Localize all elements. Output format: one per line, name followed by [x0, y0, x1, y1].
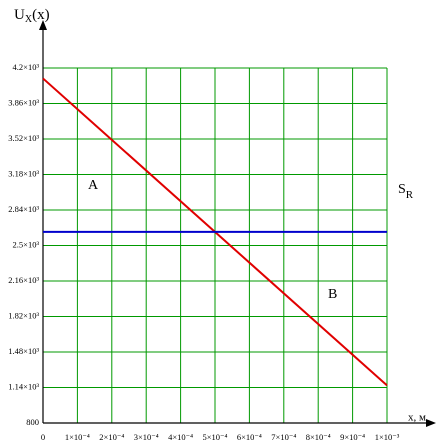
annotation: SR [398, 182, 414, 200]
y-tick-label: 3.86×10³ [8, 97, 39, 107]
y-tick-label: 1.14×10³ [8, 381, 39, 391]
x-axis-arrow [426, 419, 436, 427]
x-tick-label: 2×10⁻⁴ [99, 432, 124, 442]
x-tick-label: 7×10⁻⁴ [271, 432, 296, 442]
y-tick-label: 1.82×10³ [8, 310, 39, 320]
y-tick-label: 800 [26, 417, 39, 427]
annotation: A [88, 178, 99, 193]
x-tick-label: 6×10⁻⁴ [237, 432, 262, 442]
y-tick-label: 1.48×10³ [8, 346, 39, 356]
annotation: B [328, 287, 337, 302]
x-tick-label: 1×10⁻³ [375, 432, 400, 442]
x-tick-label: 3×10⁻⁴ [134, 432, 159, 442]
y-tick-label: 4.2×10³ [13, 62, 40, 72]
x-axis-label: x, м [408, 412, 426, 424]
x-tick-label: 5×10⁻⁴ [203, 432, 228, 442]
y-tick-label: 2.84×10³ [8, 204, 39, 214]
x-tick-label: 1×10⁻⁴ [65, 432, 90, 442]
y-axis-label: UX(x) [14, 7, 50, 25]
x-tick-label: 4×10⁻⁴ [168, 432, 193, 442]
annotation-main: S [398, 182, 406, 197]
y-tick-label: 2.5×10³ [13, 239, 40, 249]
y-axis-arrow [39, 20, 47, 30]
y-tick-label: 3.18×10³ [8, 168, 39, 178]
annotation-sub: R [406, 189, 414, 201]
y-tick-label: 3.52×10³ [8, 133, 39, 143]
y-tick-label: 2.16×10³ [8, 275, 39, 285]
x-tick-label: 8×10⁻⁴ [306, 432, 331, 442]
x-tick-label: 9×10⁻⁴ [340, 432, 365, 442]
x-tick-label: 0 [41, 432, 45, 442]
